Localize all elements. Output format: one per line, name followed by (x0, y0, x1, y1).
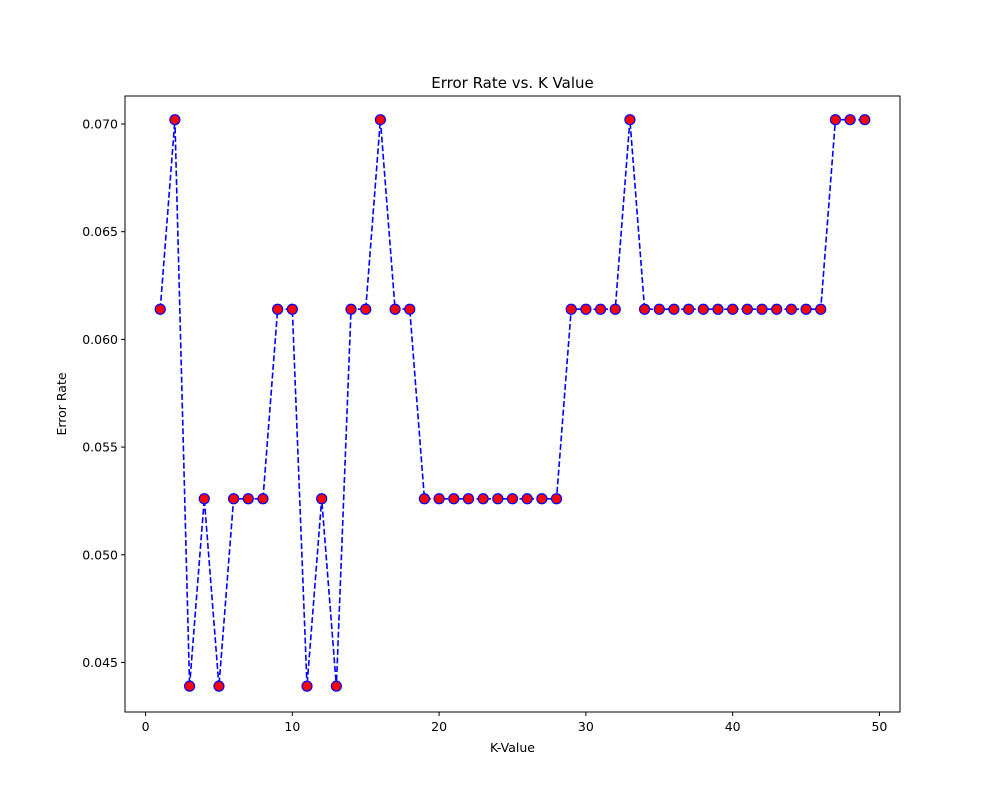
data-point (374, 114, 386, 126)
x-tick-label: 30 (578, 719, 594, 734)
data-point (477, 493, 489, 505)
plot-area (154, 114, 871, 692)
y-axis-label: Error Rate (54, 372, 69, 435)
data-point (712, 303, 724, 315)
data-point (316, 493, 328, 505)
data-point (844, 114, 856, 126)
data-point (301, 680, 313, 692)
data-point (198, 493, 210, 505)
data-point (154, 303, 166, 315)
data-point (668, 303, 680, 315)
y-tick-label: 0.060 (82, 332, 118, 347)
data-point (506, 493, 519, 505)
data-point (448, 493, 460, 505)
data-point (727, 303, 739, 315)
data-point (550, 493, 563, 505)
data-point (242, 493, 254, 505)
data-point (639, 303, 651, 315)
data-point (565, 303, 577, 315)
y-tick-label: 0.050 (82, 547, 118, 562)
x-tick-label: 40 (725, 719, 741, 734)
data-point (433, 493, 445, 505)
data-point (653, 303, 665, 315)
x-axis-label: K-Value (490, 740, 535, 755)
y-axis-ticks: 0.045 0.050 0.055 0.060 0.065 0.070 (82, 117, 125, 670)
data-point (815, 303, 827, 315)
data-point (521, 493, 533, 505)
data-point (771, 303, 783, 315)
x-tick-label: 10 (284, 719, 300, 734)
data-point (213, 680, 225, 692)
data-point (228, 493, 240, 505)
data-point (580, 303, 592, 315)
data-point (829, 114, 842, 126)
y-tick-label: 0.070 (82, 117, 118, 132)
data-point (624, 114, 636, 126)
x-axis-ticks: 0 10 20 30 40 50 (142, 712, 887, 734)
y-tick-label: 0.045 (82, 655, 118, 670)
data-point (418, 493, 431, 505)
data-point (785, 303, 797, 315)
x-tick-label: 50 (871, 719, 887, 734)
data-point (697, 303, 709, 315)
data-point (286, 303, 298, 315)
axes-frame (124, 95, 901, 713)
data-point (800, 303, 812, 315)
chart-title: Error Rate vs. K Value (431, 74, 594, 92)
data-point (272, 303, 284, 315)
data-point (404, 303, 416, 315)
data-point (169, 114, 181, 126)
data-point (183, 680, 196, 692)
data-point (330, 680, 342, 692)
y-tick-label: 0.055 (82, 440, 118, 455)
data-point (609, 303, 621, 315)
x-tick-label: 20 (431, 719, 447, 734)
data-point (257, 493, 269, 505)
data-point (462, 493, 475, 505)
data-point (859, 114, 871, 126)
data-point (360, 303, 372, 315)
x-tick-label: 0 (142, 719, 150, 734)
y-tick-label: 0.065 (82, 224, 118, 239)
data-point (756, 303, 768, 315)
data-point (683, 303, 695, 315)
data-point (389, 303, 401, 315)
data-point (536, 493, 548, 505)
data-point (345, 303, 357, 315)
data-point (594, 303, 607, 315)
data-point (741, 303, 753, 315)
data-point (492, 493, 504, 505)
